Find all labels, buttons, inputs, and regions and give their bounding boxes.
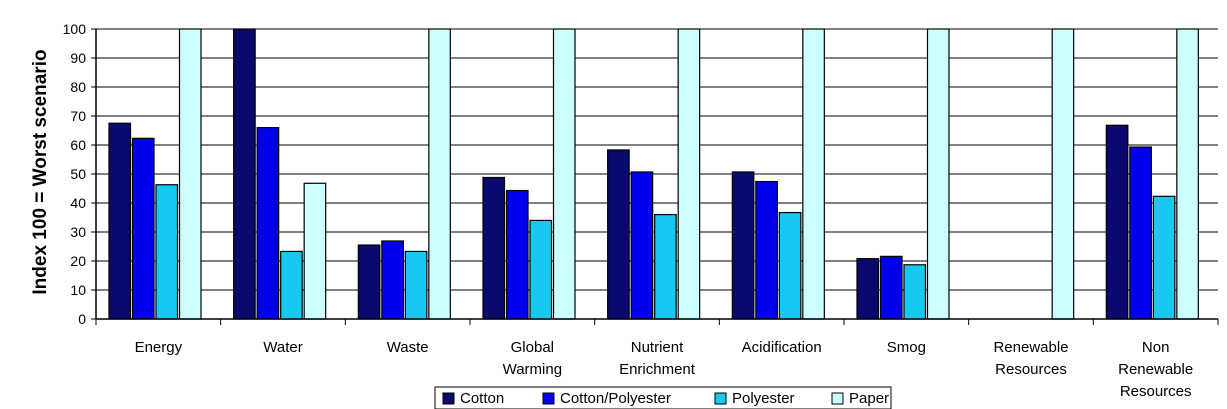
category-label: Renewable Resources	[993, 339, 1068, 378]
category-label-line: Resources	[1120, 383, 1192, 400]
bar-cotton-polyester-8	[1129, 146, 1152, 320]
category-label: Acidification	[742, 339, 822, 356]
y-tick-label: 60	[70, 137, 86, 153]
category-label-line: Renewable	[993, 339, 1068, 356]
category-label-line: Enrichment	[619, 361, 696, 378]
y-tick-label: 30	[70, 224, 86, 240]
bar-cotton-1	[233, 28, 256, 320]
bar-cotton-polyester-5	[755, 180, 778, 320]
bar-cotton-polyester-6	[879, 255, 903, 320]
bar-cotton-4	[607, 149, 630, 320]
category-label-line: Non	[1142, 339, 1170, 356]
category-label-line: Nutrient	[631, 339, 684, 356]
category-label: Nutrient Enrichment	[619, 339, 696, 378]
bars	[108, 28, 1199, 320]
bar-polyester-8	[1152, 195, 1176, 320]
category-label-line: Smog	[887, 339, 926, 356]
category-label-line: Resources	[995, 361, 1067, 378]
bar-paper-7	[1051, 28, 1075, 320]
y-tick-labels: 0 10 20 30 40 50 60 70 80 90 100	[63, 21, 87, 327]
bar-cotton-2	[357, 244, 381, 320]
bar-polyester-6	[903, 264, 927, 320]
legend-swatch	[542, 392, 555, 405]
legend-label: Paper	[849, 390, 889, 407]
category-labels: Energy Water Waste Global Warming Nutrient Enr…	[135, 339, 1194, 400]
bar-paper-5	[802, 28, 825, 320]
bar-polyester-3	[529, 219, 553, 320]
bar-polyester-1	[280, 250, 303, 320]
category-label: Non Renewable Resources	[1118, 339, 1193, 400]
bar-paper-0	[178, 28, 202, 320]
bar-paper-2	[428, 28, 451, 320]
legend-label: Polyester	[732, 390, 795, 407]
y-tick-label: 0	[78, 311, 86, 327]
bar-cotton-8	[1105, 124, 1129, 320]
category-label-line: Global	[511, 339, 554, 356]
category-label: Global Warming	[503, 339, 562, 378]
legend-swatch	[714, 392, 727, 405]
bar-cotton-3	[482, 176, 506, 320]
bar-cotton-5	[731, 171, 755, 320]
category-label-line: Acidification	[742, 339, 822, 356]
y-tick-label: 50	[70, 166, 86, 182]
legend-label: Cotton	[460, 390, 504, 407]
bar-cotton-polyester-4	[630, 171, 654, 320]
category-label-line: Waste	[387, 339, 429, 356]
y-axis-label: Index 100 = Worst scenario	[30, 49, 51, 294]
bar-paper-6	[926, 28, 950, 320]
bar-paper-8	[1176, 28, 1199, 320]
y-tick-label: 100	[63, 21, 87, 37]
legend-label: Cotton/Polyester	[560, 390, 671, 407]
bar-cotton-polyester-1	[256, 126, 280, 320]
category-label-line: Water	[263, 339, 302, 356]
y-tick-label: 90	[70, 50, 86, 66]
bar-polyester-4	[654, 214, 677, 320]
bar-cotton-polyester-0	[131, 137, 155, 320]
category-label-line: Renewable	[1118, 361, 1193, 378]
y-tick-label: 10	[70, 282, 86, 298]
y-tick-label: 80	[70, 79, 86, 95]
bar-paper-4	[677, 28, 701, 320]
category-label-line: Warming	[503, 361, 562, 378]
category-label-line: Energy	[135, 339, 183, 356]
legend: Cotton Cotton/Polyester Polyester Paper	[434, 386, 892, 409]
y-tick-label: 20	[70, 253, 86, 269]
bar-polyester-5	[778, 211, 802, 320]
bar-paper-1	[303, 182, 327, 320]
bar-cotton-6	[856, 258, 880, 320]
bar-cotton-polyester-3	[505, 189, 529, 320]
bar-cotton-0	[108, 122, 132, 320]
category-label: Waste	[387, 339, 429, 356]
category-label: Energy	[135, 339, 183, 356]
bar-paper-3	[552, 28, 576, 320]
axes	[91, 28, 1219, 325]
bar-polyester-2	[404, 250, 428, 320]
category-label: Smog	[887, 339, 926, 356]
legend-swatch	[831, 392, 844, 405]
legend-swatch	[442, 392, 455, 405]
bar-polyester-0	[155, 184, 179, 320]
bar-cotton-polyester-2	[381, 240, 404, 320]
y-tick-label: 70	[70, 108, 86, 124]
y-tick-label: 40	[70, 195, 86, 211]
category-label: Water	[263, 339, 302, 356]
